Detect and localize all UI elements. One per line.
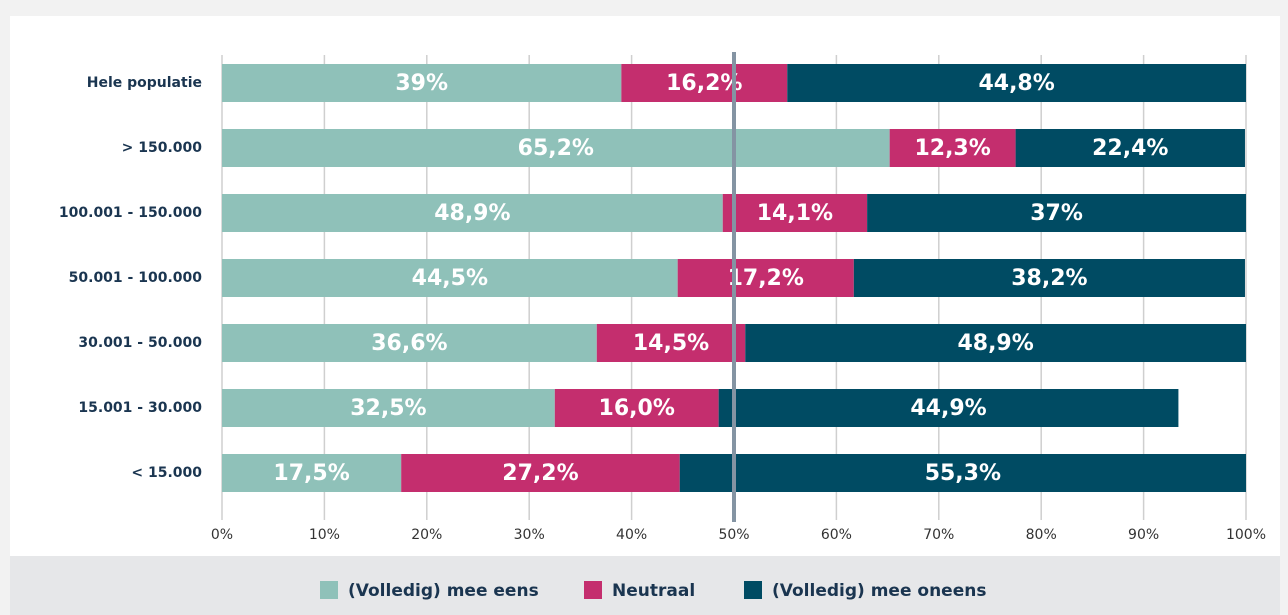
data-label: 27,2% xyxy=(502,461,578,486)
data-label: 44,9% xyxy=(910,396,986,421)
legend-band xyxy=(10,556,1280,615)
legend-swatch xyxy=(320,581,338,599)
data-label: 14,5% xyxy=(633,331,709,356)
data-label: 44,5% xyxy=(412,266,488,291)
data-label: 48,9% xyxy=(957,331,1033,356)
data-label: 44,8% xyxy=(978,71,1054,96)
bar-segment xyxy=(401,454,680,492)
data-label: 32,5% xyxy=(350,396,426,421)
legend-label: (Volledig) mee oneens xyxy=(772,581,986,601)
x-tick-label: 30% xyxy=(514,527,545,543)
card xyxy=(10,16,1280,615)
bar-segment xyxy=(596,324,746,362)
x-tick-label: 100% xyxy=(1226,527,1266,543)
data-label: 17,5% xyxy=(273,461,349,486)
x-tick-label: 40% xyxy=(616,527,647,543)
data-label: 55,3% xyxy=(925,461,1001,486)
bar-segment xyxy=(222,324,597,362)
bar-segment xyxy=(718,389,1179,427)
data-label: 16,0% xyxy=(599,396,675,421)
legend-label: (Volledig) mee eens xyxy=(348,581,539,601)
bar-segment xyxy=(222,389,555,427)
x-tick-label: 80% xyxy=(1026,527,1057,543)
x-tick-label: 70% xyxy=(923,527,954,543)
category-label: 100.001 - 150.000 xyxy=(59,205,202,221)
data-label: 36,6% xyxy=(371,331,447,356)
category-label: 30.001 - 50.000 xyxy=(78,335,202,351)
category-label: Hele populatie xyxy=(87,75,202,91)
bar-segment xyxy=(1015,129,1245,167)
bar-segment xyxy=(222,454,402,492)
x-tick-label: 90% xyxy=(1128,527,1159,543)
data-label: 22,4% xyxy=(1092,136,1168,161)
bar-segment xyxy=(889,129,1016,167)
category-label: < 15.000 xyxy=(131,465,202,481)
bar-segment xyxy=(677,259,854,297)
data-label: 65,2% xyxy=(518,136,594,161)
legend-swatch xyxy=(744,581,762,599)
data-label: 39% xyxy=(395,71,448,96)
bar-segment xyxy=(222,129,890,167)
bar-segment xyxy=(222,194,723,232)
x-tick-label: 20% xyxy=(411,527,442,543)
category-label: 50.001 - 100.000 xyxy=(69,270,203,286)
bar-segment xyxy=(679,454,1246,492)
category-label: > 150.000 xyxy=(122,140,203,156)
bar-segment xyxy=(222,259,678,297)
legend-label: Neutraal xyxy=(612,581,695,601)
bar-segment xyxy=(787,64,1246,102)
x-tick-label: 50% xyxy=(718,527,749,543)
bar-segment xyxy=(222,64,622,102)
data-label: 12,3% xyxy=(914,136,990,161)
x-tick-label: 60% xyxy=(821,527,852,543)
data-label: 48,9% xyxy=(434,201,510,226)
legend-swatch xyxy=(584,581,602,599)
bar-segment xyxy=(867,194,1246,232)
data-label: 14,1% xyxy=(757,201,833,226)
bar-segment xyxy=(554,389,719,427)
data-label: 38,2% xyxy=(1011,266,1087,291)
bar-segment xyxy=(722,194,868,232)
category-label: 15.001 - 30.000 xyxy=(78,400,202,416)
bar-segment xyxy=(745,324,1246,362)
bar-segment xyxy=(621,64,788,102)
x-tick-label: 10% xyxy=(309,527,340,543)
x-tick-label: 0% xyxy=(211,527,233,543)
data-label: 16,2% xyxy=(666,71,742,96)
data-label: 17,2% xyxy=(728,266,804,291)
data-label: 37% xyxy=(1030,201,1083,226)
bar-segment xyxy=(853,259,1245,297)
